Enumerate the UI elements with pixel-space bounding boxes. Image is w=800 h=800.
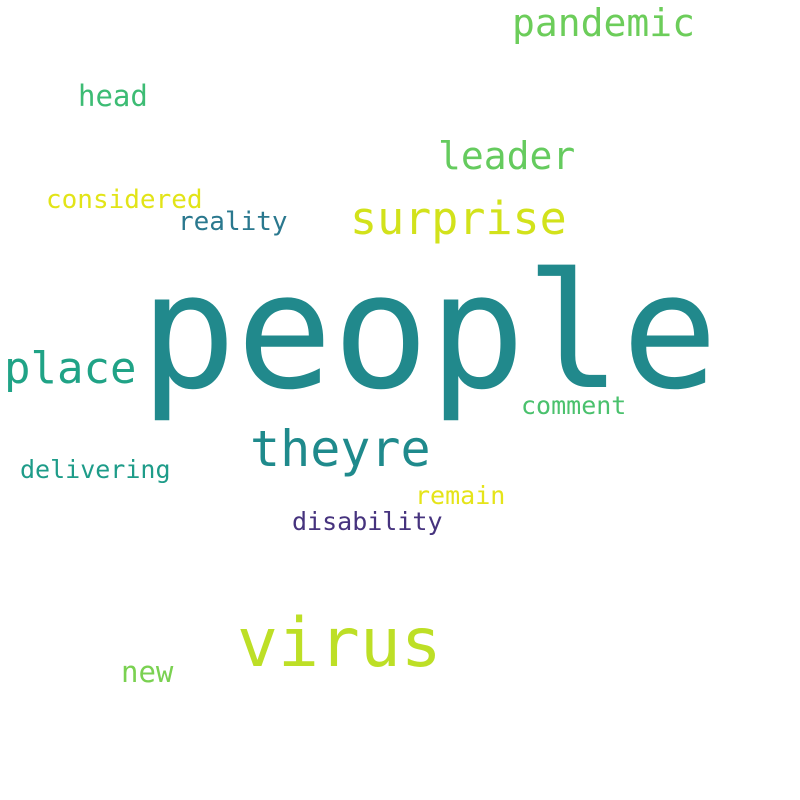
word-place: place — [4, 343, 137, 394]
word-reality: reality — [178, 207, 288, 237]
word-pandemic: pandemic — [512, 1, 696, 45]
word-disability: disability — [292, 507, 443, 536]
word-comment: comment — [521, 391, 627, 420]
word-people: people — [140, 238, 718, 425]
word-remain: remain — [415, 481, 506, 510]
word-leader: leader — [438, 134, 576, 178]
word-surprise: surprise — [350, 192, 567, 245]
word-theyre: theyre — [250, 420, 431, 478]
word-new: new — [121, 655, 174, 689]
word-head: head — [78, 79, 148, 113]
word-considered: considered — [46, 185, 203, 215]
word-virus: virus — [237, 604, 442, 683]
word-delivering: delivering — [20, 455, 171, 484]
